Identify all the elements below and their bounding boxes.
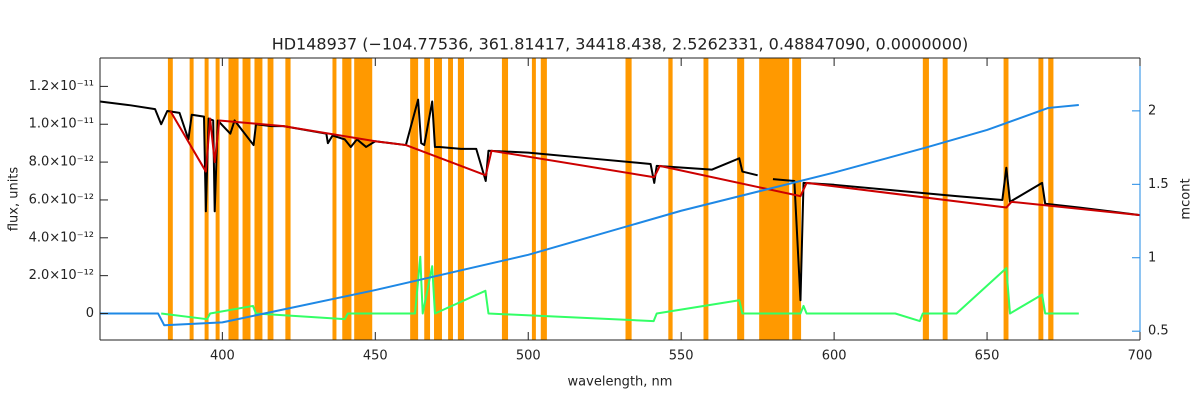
x-tick-label: 650 [975, 349, 1000, 364]
series-line [161, 255, 1079, 323]
chart-title: HD148937 (−104.77536, 361.81417, 34418.4… [272, 35, 969, 54]
x-tick-label: 700 [1128, 349, 1153, 364]
x-tick-label: 600 [822, 349, 847, 364]
mask-region [759, 58, 790, 340]
y2-tick-label: 1 [1148, 250, 1156, 265]
mask-region [267, 58, 274, 340]
mask-region [531, 58, 536, 340]
mask-region [703, 58, 709, 340]
mask-region [668, 58, 673, 340]
x-tick-label: 500 [516, 349, 541, 364]
y2-axis-label: mcont [1179, 178, 1194, 219]
y-tick-label: 1.2×10⁻¹¹ [29, 79, 94, 94]
mask-region [737, 58, 745, 340]
mask-region [1038, 58, 1044, 340]
mask-region [189, 58, 194, 340]
mask-region [1048, 58, 1054, 340]
mask-region [342, 58, 352, 340]
x-tick-label: 400 [210, 349, 235, 364]
mask-region [167, 58, 173, 340]
mask-region [424, 58, 431, 340]
mask-region [625, 58, 632, 340]
mask-region [254, 58, 263, 340]
x-tick-label: 450 [363, 349, 388, 364]
mask-region [792, 58, 802, 340]
mask-region [1003, 58, 1009, 340]
mask-region [215, 58, 220, 340]
mask-region [228, 58, 239, 340]
y-tick-label: 2.0×10⁻¹² [29, 268, 94, 283]
mask-region [354, 58, 373, 340]
series-line [99, 98, 1141, 302]
y-tick-label: 8.0×10⁻¹² [29, 155, 94, 170]
y-tick-label: 4.0×10⁻¹² [29, 230, 94, 245]
mask-region [434, 58, 442, 340]
series-line [169, 110, 1141, 217]
mask-region [410, 58, 419, 340]
mask-region [242, 58, 251, 340]
x-tick-label: 550 [669, 349, 694, 364]
y-tick-label: 6.0×10⁻¹² [29, 192, 94, 207]
mask-region [540, 58, 547, 340]
y-tick-label: 0 [86, 306, 94, 321]
y2-tick-label: 0.5 [1148, 324, 1169, 339]
mask-region [501, 58, 509, 340]
mask-region [448, 58, 453, 340]
y2-tick-label: 1.5 [1148, 177, 1169, 192]
series-line [100, 104, 1079, 327]
mask-region [285, 58, 291, 340]
mask-region [922, 58, 929, 340]
y-axis-label: flux, units [7, 167, 22, 232]
y-tick-label: 1.0×10⁻¹¹ [29, 117, 94, 132]
mask-region [332, 58, 337, 340]
mask-region [457, 58, 464, 340]
y2-tick-label: 2 [1148, 103, 1156, 118]
x-axis-label: wavelength, nm [568, 375, 673, 390]
